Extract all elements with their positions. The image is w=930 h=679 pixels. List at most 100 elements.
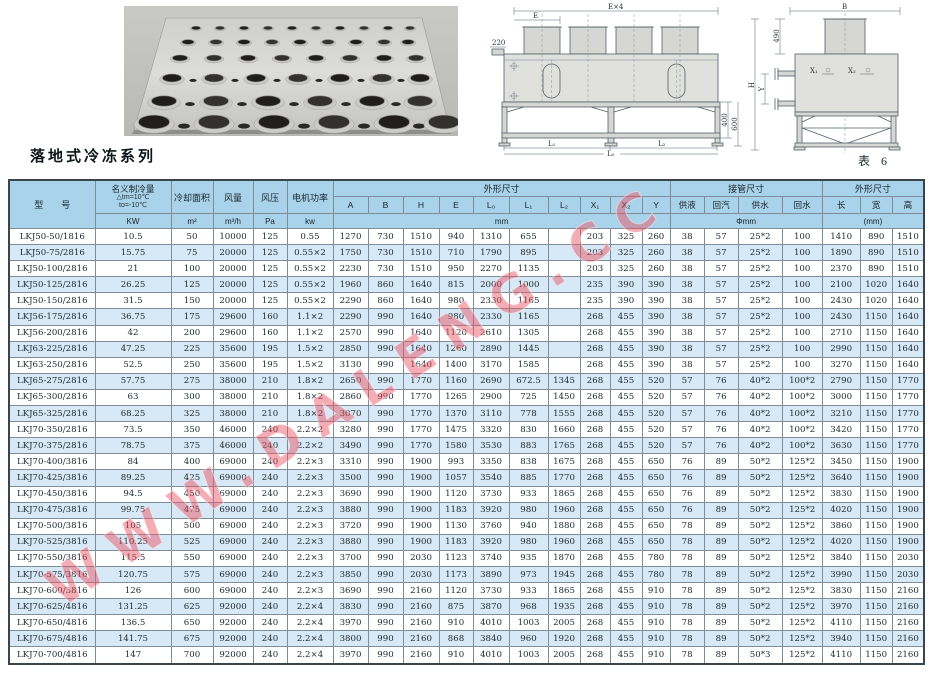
table-cell: 1790 (472, 244, 510, 262)
table-cell: 50*2 (737, 453, 783, 471)
table-cell: 455 (609, 501, 643, 519)
table-cell: 4020 (821, 533, 861, 551)
table-cell: 3720 (332, 517, 369, 535)
table-cell: 1445 (508, 340, 549, 358)
table-cell: 203 (579, 244, 611, 262)
table-cell: 3630 (821, 437, 861, 455)
table-cell: 650 (641, 501, 671, 519)
table-cell: 1510 (402, 227, 440, 246)
table-cell: 268 (579, 405, 611, 423)
table-cell: 1150 (859, 372, 893, 390)
table-cell: 240 (252, 421, 288, 439)
capacity-title: 名义制冷量 (111, 184, 155, 194)
table-cell: 268 (579, 549, 611, 567)
table-cell: 260 (641, 227, 671, 246)
table-cell: 1165 (508, 292, 549, 310)
table-cell: 89 (703, 565, 739, 584)
table-cell: 210 (252, 372, 288, 390)
table-cell: 3730 (472, 485, 510, 503)
col-header-E: E (438, 196, 474, 214)
dim-label: B (842, 3, 847, 11)
table-cell: 520 (641, 388, 671, 407)
table-cell: 268 (579, 501, 611, 519)
table-row: LKJ70-425/3816 89.25 425 69000 240 2.2×3 3500 9… (8, 469, 925, 487)
table-cell: 25*2 (737, 260, 783, 278)
table-cell: 3640 (821, 469, 861, 487)
table-cell: 268 (579, 421, 611, 439)
table-cell: 2160 (891, 598, 925, 616)
table-cell: 1640 (891, 340, 925, 358)
table-cell: 1900 (402, 469, 440, 487)
table-cell: 455 (609, 421, 643, 439)
table-cell: 838 (508, 453, 549, 471)
table-cell: 3880 (332, 501, 369, 519)
table-cell: 300 (170, 388, 214, 407)
table-cell: 57 (703, 244, 739, 262)
table-cell: 1900 (891, 485, 925, 503)
table-cell: 46000 (212, 421, 254, 439)
table-cell: LKJ70-500/3816 (8, 517, 96, 535)
table-cell: 455 (609, 405, 643, 423)
table-cell: 136.5 (94, 614, 172, 632)
table-cell: 520 (641, 421, 671, 439)
table-cell: 100*2 (781, 437, 823, 455)
table-cell: 1150 (859, 614, 893, 632)
table-cell: 455 (609, 340, 643, 358)
table-cell: LKJ63-250/2816 (8, 356, 96, 374)
col-header-water-supply: 供水 (737, 196, 783, 214)
table-cell: 38 (669, 260, 705, 278)
table-cell: 875 (438, 598, 474, 616)
table-cell: 1.5×2 (286, 340, 334, 358)
table-row: LKJ70-650/4816 136.5 650 92000 240 2.2×4 3970 9… (8, 614, 925, 632)
table-cell: 1173 (438, 565, 474, 584)
table-cell: 1003 (508, 614, 549, 632)
table-cell: 1183 (438, 501, 474, 519)
table-cell: 1120 (438, 485, 474, 503)
table-cell: 40*2 (737, 437, 783, 455)
table-cell: 69000 (212, 549, 254, 567)
table-cell: 100 (781, 356, 823, 374)
table-cell: 2.2×3 (286, 517, 334, 535)
table-cell: 1260 (438, 340, 474, 358)
table-cell: 2160 (891, 646, 925, 665)
table-cell (547, 260, 581, 278)
table-cell: 390 (641, 356, 671, 374)
table-cell: 10000 (212, 227, 254, 246)
table-cell: 69000 (212, 469, 254, 487)
table-cell: 1770 (891, 388, 925, 407)
table-cell: 1870 (547, 549, 581, 567)
table-cell: 2230 (332, 260, 369, 278)
table-cell: 990 (367, 405, 404, 423)
table-cell: 1660 (547, 421, 581, 439)
table-cell: 3420 (821, 421, 861, 439)
table-row: LKJ70-400/3816 84 400 69000 240 2.2×3 3310 990 1… (8, 453, 925, 471)
table-cell: 860 (367, 276, 404, 294)
table-cell: 20000 (212, 276, 254, 294)
table-cell: 520 (641, 437, 671, 455)
table-cell: 1900 (402, 485, 440, 503)
table-row: LKJ63-225/2816 47.25 225 35600 195 1.5×2 2850 9… (8, 340, 925, 358)
table-cell: 10.5 (94, 227, 172, 246)
table-cell: 52.5 (94, 356, 172, 374)
table-cell: 3530 (472, 437, 510, 455)
table-cell: 3830 (821, 485, 861, 503)
table-cell: 500 (170, 517, 214, 535)
col-header-length: 长 (821, 196, 861, 214)
table-cell: LKJ70-575/3816 (8, 565, 96, 584)
table-cell: 250 (170, 356, 214, 374)
capacity-condition-1: △tm=10℃ (116, 194, 150, 201)
table-cell: 2430 (821, 292, 861, 310)
table-cell: 990 (367, 501, 404, 519)
table-cell: 76 (703, 372, 739, 390)
table-cell: 1150 (859, 356, 893, 374)
table-cell: 1770 (402, 437, 440, 455)
table-cell: 1900 (891, 453, 925, 471)
table-cell: 2.2×3 (286, 469, 334, 487)
table-cell: 3870 (472, 598, 510, 616)
table-cell: 968 (508, 598, 549, 616)
table-cell (547, 308, 581, 326)
table-cell: 325 (609, 227, 643, 246)
col-header-height: 高 (891, 196, 925, 214)
table-cell: LKJ70-425/3816 (8, 469, 96, 487)
table-cell: 980 (438, 308, 474, 326)
